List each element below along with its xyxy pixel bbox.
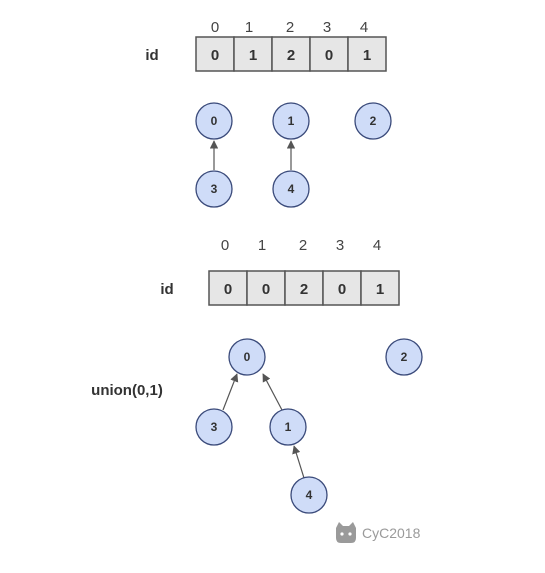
panel-2-edge-1-to-0: [262, 373, 283, 411]
github-cat-icon: [336, 522, 356, 543]
panel-1-cell-0: [195, 36, 235, 72]
panel-1-node-0-label: 0: [211, 114, 218, 128]
panel-1-cell-4: [347, 36, 387, 72]
panel-2-node-3-label: 3: [211, 420, 218, 434]
panel-2-cell-4-value: 1: [376, 281, 384, 298]
panel-1-cell-1: [233, 36, 273, 72]
panel-1-cell-2-value: 2: [287, 47, 295, 64]
panel-2-node-1-label: 1: [285, 420, 292, 434]
panel-1-cell-0-value: 0: [211, 47, 219, 64]
panel-2-index-1: 1: [258, 237, 266, 254]
panel-2-edge-4-to-1: [292, 445, 305, 479]
panel-2-cell-1: [246, 270, 286, 306]
panel-1-node-4-label: 4: [288, 182, 295, 196]
panel-2-array-label: id: [160, 281, 173, 298]
panel-1-node-1-label: 1: [288, 114, 295, 128]
panel-2-node-1: [269, 408, 307, 446]
panel-1-array-label: id: [145, 47, 158, 64]
panel-2-index-4: 4: [373, 237, 381, 254]
watermark: CyC2018: [336, 522, 421, 543]
panel-2-cell-1-value: 0: [262, 281, 270, 298]
panel-1-index-2: 2: [286, 19, 294, 36]
panel-2-cell-2-value: 2: [300, 281, 308, 298]
panel-2-index-2: 2: [299, 237, 307, 254]
panel-2-cell-4: [360, 270, 400, 306]
panel-1-index-0: 0: [211, 19, 219, 36]
panel-1-index-1: 1: [245, 19, 253, 36]
panel-2-cell-2: [284, 270, 324, 306]
panel-2-node-2-label: 2: [401, 350, 408, 364]
panel-1-index-4: 4: [360, 19, 368, 36]
panel-1-cell-3-value: 0: [325, 47, 333, 64]
panel-2-cell-0-value: 0: [224, 281, 232, 298]
panel-1-node-4: [272, 170, 310, 208]
panel-1-node-2: [354, 102, 392, 140]
panel-2-node-4-label: 4: [306, 488, 313, 502]
panel-1-node-0: [195, 102, 233, 140]
panel-1-node-3-label: 3: [211, 182, 218, 196]
panel-2-node-2: [385, 338, 423, 376]
panel-1-node-2-label: 2: [370, 114, 377, 128]
panel-2-cell-3: [322, 270, 362, 306]
panel-2-cell-3-value: 0: [338, 281, 346, 298]
panel-2-index-3: 3: [336, 237, 344, 254]
panel-2-node-4: [290, 476, 328, 514]
panel-1-node-3: [195, 170, 233, 208]
panel-2-index-0: 0: [221, 237, 229, 254]
panel-1-cell-1-value: 1: [249, 47, 257, 64]
panel-2-node-3: [195, 408, 233, 446]
panel-2-node-0-label: 0: [244, 350, 251, 364]
panel-1-node-1: [272, 102, 310, 140]
panel-2: 0 1 2 3 4 id 0 0 2 0 1 union(0,1) 0 1 2 …: [91, 237, 423, 514]
panel-2-edge-3-to-0: [222, 373, 239, 411]
operation-label: union(0,1): [91, 382, 163, 399]
panel-1-index-3: 3: [323, 19, 331, 36]
panel-1-cell-4-value: 1: [363, 47, 371, 64]
watermark-text: CyC2018: [362, 525, 421, 541]
panel-1: 0 1 2 3 4 id 0 1 2 0 1 0 1 2 3 4: [145, 19, 392, 208]
panel-1-cell-2: [271, 36, 311, 72]
panel-2-node-0: [228, 338, 266, 376]
